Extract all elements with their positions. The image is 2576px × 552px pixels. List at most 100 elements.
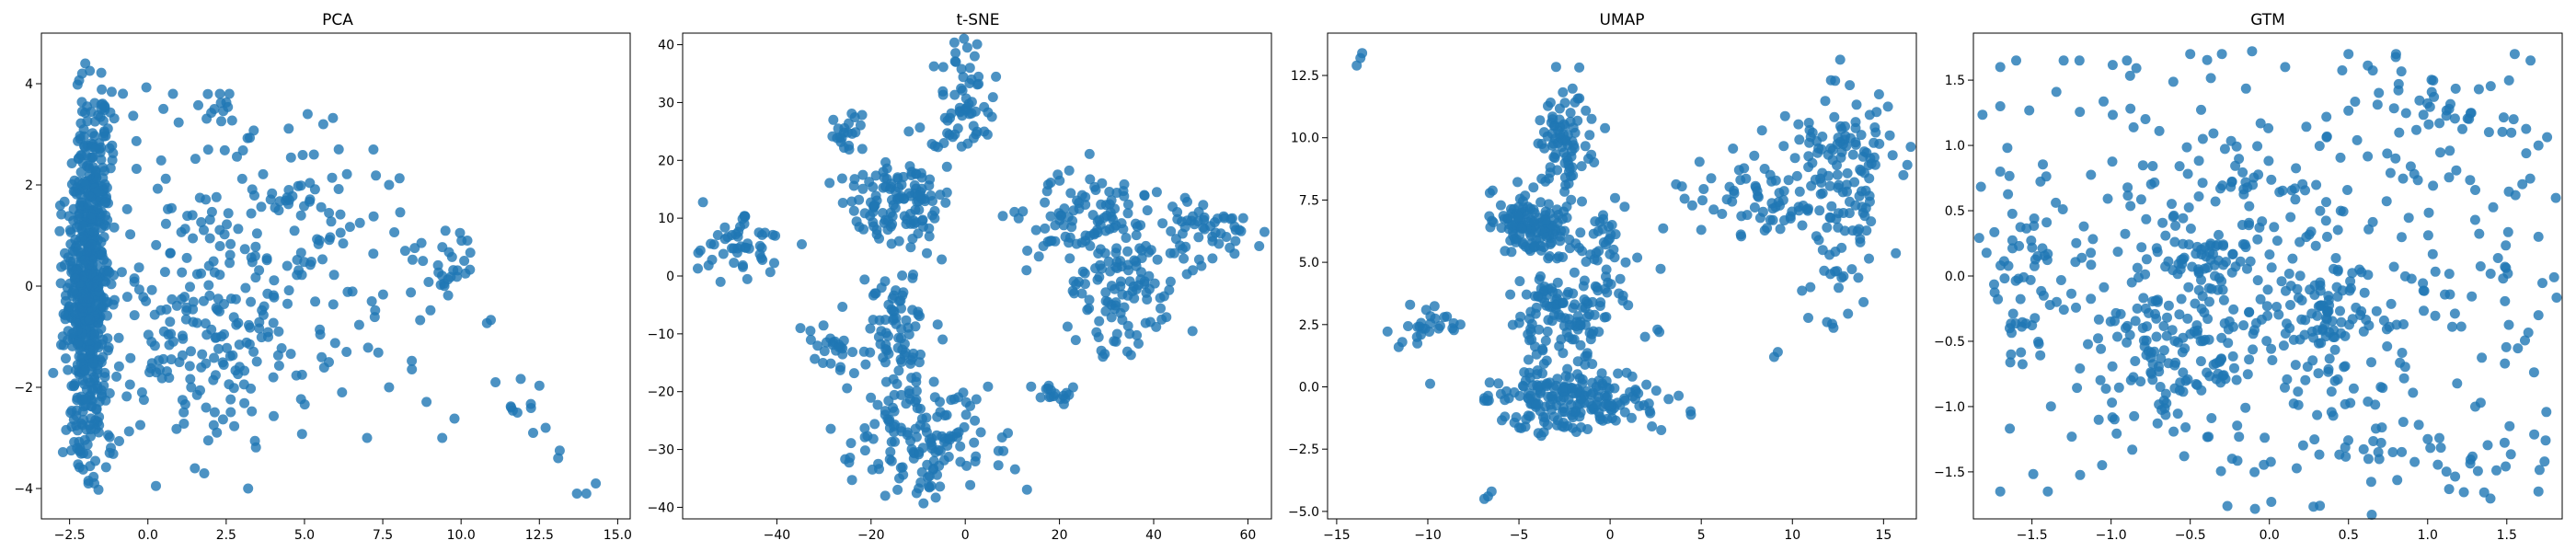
scatter-point bbox=[1851, 99, 1862, 110]
scatter-point bbox=[1864, 196, 1875, 207]
scatter-point bbox=[1042, 383, 1053, 394]
scatter-point bbox=[273, 205, 284, 216]
scatter-point bbox=[1580, 319, 1591, 330]
scatter-point bbox=[970, 415, 981, 426]
scatter-point bbox=[102, 310, 112, 321]
scatter-point bbox=[1486, 486, 1497, 497]
scatter-point bbox=[1512, 212, 1524, 223]
tsne-points bbox=[693, 33, 1270, 509]
scatter-point bbox=[2100, 384, 2111, 394]
scatter-point bbox=[2400, 108, 2411, 119]
scatter-point bbox=[2162, 312, 2172, 323]
scatter-point bbox=[938, 138, 949, 148]
scatter-point bbox=[2513, 343, 2524, 354]
scatter-point bbox=[850, 127, 861, 138]
scatter-point bbox=[2390, 49, 2401, 60]
scatter-point bbox=[2180, 375, 2191, 386]
scatter-point bbox=[2269, 222, 2280, 233]
scatter-point bbox=[2029, 213, 2040, 224]
scatter-point bbox=[2110, 307, 2122, 318]
scatter-point bbox=[1981, 247, 1992, 259]
scatter-point bbox=[1541, 379, 1552, 390]
scatter-point bbox=[1838, 208, 1849, 218]
scatter-point bbox=[230, 293, 241, 305]
scatter-point bbox=[1605, 229, 1616, 240]
scatter-point bbox=[1602, 391, 1613, 402]
scatter-point bbox=[885, 207, 896, 218]
scatter-point bbox=[1052, 169, 1064, 180]
scatter-point bbox=[1483, 395, 1494, 406]
scatter-point bbox=[1652, 324, 1663, 335]
scatter-point bbox=[368, 248, 379, 259]
scatter-point bbox=[2163, 300, 2174, 311]
scatter-point bbox=[1855, 236, 1866, 247]
scatter-point bbox=[2339, 362, 2350, 373]
scatter-point bbox=[975, 427, 986, 438]
scatter-point bbox=[953, 392, 964, 403]
scatter-point bbox=[1149, 278, 1160, 289]
scatter-point bbox=[695, 245, 706, 256]
scatter-point bbox=[2038, 290, 2049, 301]
scatter-point bbox=[1580, 141, 1591, 152]
scatter-point bbox=[2218, 240, 2229, 251]
scatter-point bbox=[2347, 268, 2358, 279]
scatter-point bbox=[177, 395, 188, 406]
scatter-point bbox=[818, 358, 828, 368]
pca-x-tick-label: 10.0 bbox=[447, 528, 476, 543]
scatter-point bbox=[1973, 233, 1984, 244]
scatter-point bbox=[1619, 407, 1630, 418]
scatter-point bbox=[1779, 110, 1790, 121]
scatter-point bbox=[2388, 261, 2399, 272]
scatter-point bbox=[2330, 253, 2341, 263]
scatter-point bbox=[76, 97, 87, 108]
scatter-point bbox=[765, 267, 776, 278]
scatter-point bbox=[101, 182, 112, 193]
scatter-point bbox=[335, 209, 346, 220]
scatter-point bbox=[2158, 395, 2169, 406]
scatter-point bbox=[1179, 222, 1190, 233]
scatter-point bbox=[2003, 189, 2014, 200]
scatter-point bbox=[1158, 291, 1169, 302]
scatter-point bbox=[1177, 244, 1188, 255]
scatter-point bbox=[2227, 249, 2238, 259]
scatter-point bbox=[2510, 190, 2521, 201]
scatter-point bbox=[2297, 440, 2308, 451]
scatter-point bbox=[869, 288, 880, 299]
scatter-point bbox=[2363, 151, 2374, 162]
gtm-y-tick-label: 0.5 bbox=[1945, 204, 1965, 219]
scatter-point bbox=[1791, 170, 1802, 181]
scatter-point bbox=[2178, 238, 2189, 249]
scatter-point bbox=[1823, 149, 1834, 160]
scatter-point bbox=[2202, 54, 2213, 65]
scatter-point bbox=[890, 436, 900, 447]
scatter-point bbox=[846, 109, 857, 119]
scatter-point bbox=[2174, 385, 2185, 396]
tsne-x-tick-label: 60 bbox=[1239, 528, 1256, 543]
scatter-point bbox=[1551, 253, 1562, 264]
scatter-point bbox=[368, 211, 379, 222]
scatter-point bbox=[2329, 344, 2340, 355]
scatter-point bbox=[92, 275, 103, 286]
scatter-point bbox=[876, 282, 887, 293]
scatter-point bbox=[2011, 55, 2021, 66]
scatter-point bbox=[2525, 55, 2536, 66]
scatter-point bbox=[90, 144, 101, 155]
scatter-point bbox=[795, 323, 806, 334]
scatter-point bbox=[2324, 327, 2335, 338]
scatter-point bbox=[2315, 280, 2326, 291]
scatter-point bbox=[190, 463, 201, 474]
scatter-point bbox=[911, 488, 922, 499]
scatter-point bbox=[1548, 152, 1559, 163]
scatter-point bbox=[1021, 484, 1032, 495]
scatter-point bbox=[1834, 282, 1844, 293]
scatter-point bbox=[2276, 276, 2287, 287]
scatter-point bbox=[2290, 194, 2301, 205]
scatter-point bbox=[93, 186, 104, 197]
scatter-point bbox=[770, 230, 781, 241]
scatter-point bbox=[1559, 313, 1570, 324]
scatter-point bbox=[878, 352, 889, 363]
scatter-point bbox=[2474, 228, 2485, 239]
scatter-point bbox=[1639, 400, 1650, 410]
scatter-point bbox=[2447, 321, 2457, 332]
scatter-point bbox=[2324, 353, 2335, 364]
